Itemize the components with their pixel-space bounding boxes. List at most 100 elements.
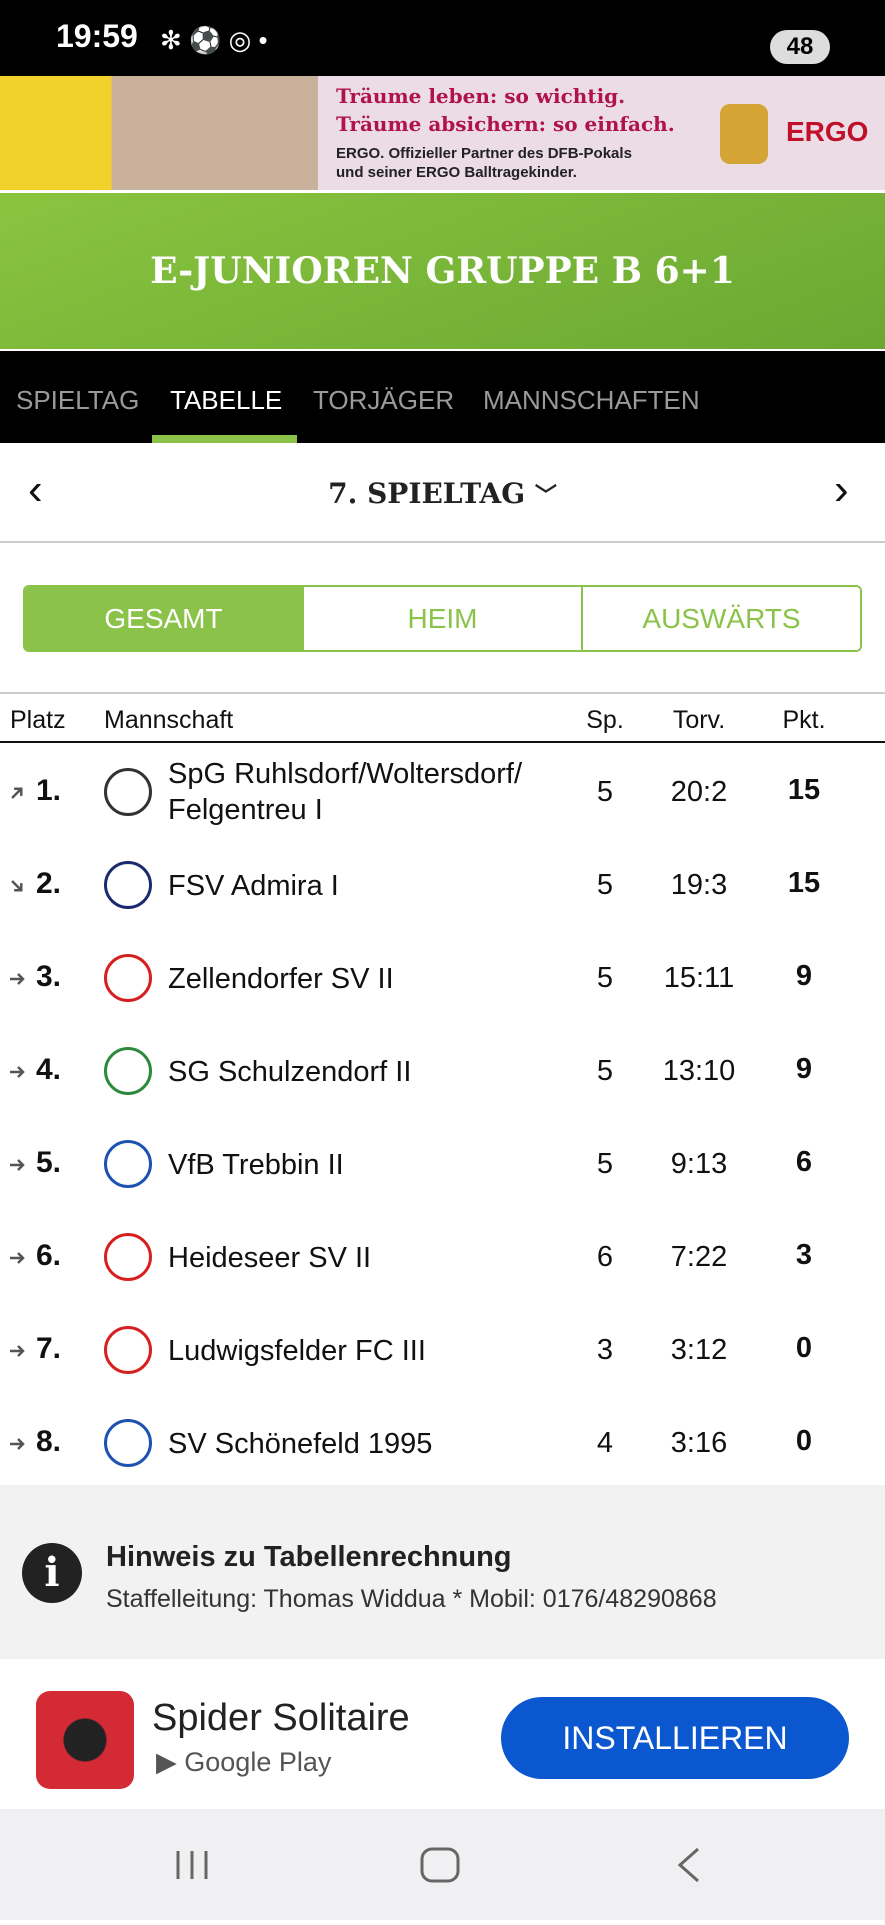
points: 9 [795, 960, 813, 992]
played: 5 [596, 1148, 614, 1180]
goals: 3:16 [670, 1427, 728, 1459]
prev-button[interactable]: ‹ [28, 465, 43, 514]
points: 6 [795, 1146, 813, 1178]
app-icon [36, 1691, 134, 1789]
trend-arrow [11, 787, 23, 799]
cup-logo [720, 104, 768, 164]
note: i Hinweis zu Tabellenrechnung Staffellei… [0, 1485, 885, 1659]
install-button[interactable]: INSTALLIEREN [501, 1697, 849, 1779]
tab-indicator [152, 435, 297, 443]
table-row[interactable]: 1. SpG Ruhlsdorf/Woltersdorf/ Felgentreu … [0, 746, 885, 839]
team-name: SG Schulzendorf II [168, 1056, 412, 1088]
table-row[interactable]: 7. Ludwigsfelder FC III 3 3:12 0 [0, 1304, 885, 1397]
rank: 1. [36, 774, 62, 807]
filter-button[interactable]: GESAMT [25, 587, 302, 650]
tab-bar: SPIELTAG TABELLE TORJÄGER MANNSCHAFTEN [0, 351, 885, 443]
goals: 20:2 [670, 776, 728, 808]
trend-arrow [10, 1252, 25, 1264]
team-name: SV Schönefeld 1995 [168, 1428, 433, 1460]
matchday-bar: ‹ 7. SPIELTAG ﹀ › [0, 443, 885, 543]
trend-arrow [11, 880, 23, 892]
rank: 8. [36, 1425, 62, 1458]
played: 5 [596, 869, 614, 901]
points: 0 [795, 1332, 813, 1364]
played: 3 [596, 1334, 614, 1366]
matchday-select[interactable]: 7. SPIELTAG ﹀ [328, 477, 557, 510]
table-row[interactable]: 5. VfB Trebbin II 5 9:13 6 [0, 1118, 885, 1211]
points: 15 [787, 774, 821, 806]
points: 9 [795, 1053, 813, 1085]
goals: 7:22 [670, 1241, 728, 1273]
ad-line: Träume absichern: so einfach. [336, 112, 675, 136]
team-name: Ludwigsfelder FC III [168, 1335, 426, 1367]
played: 4 [596, 1427, 614, 1459]
table-row[interactable]: 6. Heideseer SV II 6 7:22 3 [0, 1211, 885, 1304]
nav-bar [0, 1809, 885, 1920]
table-header: Platz Mannschaft Sp. Torv. Pkt. [0, 692, 885, 743]
team-logo [104, 1419, 152, 1467]
header: E-JUNIOREN GRUPPE B 6+1 [0, 193, 885, 349]
played: 6 [596, 1241, 614, 1273]
team-logo [104, 768, 152, 816]
table-row[interactable]: 8. SV Schönefeld 1995 4 3:16 0 [0, 1397, 885, 1490]
ad-sub: ERGO. Offizieller Partner des DFB-Pokals… [336, 144, 632, 182]
goals: 19:3 [670, 869, 728, 901]
team-name: VfB Trebbin II [168, 1149, 344, 1181]
ad-line: ERGO. Offizieller Partner des DFB-Pokals [336, 145, 632, 162]
nav-icons [176, 1847, 699, 1883]
filter-button[interactable]: HEIM [302, 587, 581, 650]
rank: 7. [36, 1332, 62, 1365]
bottom-ad[interactable]: Spider Solitaire ▶ Google Play INSTALLIE… [0, 1659, 885, 1809]
rank: 5. [36, 1146, 62, 1179]
team-logo [104, 1047, 152, 1095]
ad-brand: ERGO [786, 116, 869, 147]
goals: 9:13 [670, 1148, 728, 1180]
goals: 15:11 [663, 962, 735, 994]
column-header: Torv. [672, 706, 726, 734]
rank: 2. [36, 867, 62, 900]
played: 5 [596, 962, 614, 994]
tab[interactable]: MANNSCHAFTEN [483, 385, 700, 415]
status-icons: ✻ ⚽ ◎ • [160, 25, 268, 55]
trend-arrow [10, 1066, 25, 1078]
points: 15 [787, 867, 821, 899]
ad-image [0, 76, 318, 190]
team-name: SpG Ruhlsdorf/Woltersdorf/ Felgentreu I [168, 758, 523, 826]
store-name: ▶ Google Play [156, 1747, 332, 1777]
column-header: Pkt. [782, 706, 826, 734]
trend-arrow [10, 1345, 25, 1357]
points: 0 [795, 1425, 813, 1457]
goals: 13:10 [662, 1055, 736, 1087]
team-logo [104, 1326, 152, 1374]
points: 3 [795, 1239, 813, 1271]
app-name: Spider Solitaire [152, 1697, 410, 1739]
tab[interactable]: TORJÄGER [313, 385, 455, 415]
column-header: Mannschaft [104, 706, 234, 734]
trend-arrow [10, 973, 25, 985]
top-ad[interactable]: Träume leben: so wichtig. Träume absicher… [0, 76, 885, 190]
team-name: Zellendorfer SV II [168, 963, 394, 995]
trend-arrow [10, 1159, 25, 1171]
next-button[interactable]: › [834, 465, 849, 514]
ad-line: Träume leben: so wichtig. [336, 84, 626, 108]
column-header: Sp. [586, 706, 624, 734]
note-text: Staffelleitung: Thomas Widdua * Mobil: 0… [106, 1585, 717, 1613]
team-name: Heideseer SV II [168, 1242, 372, 1274]
team-logo [104, 954, 152, 1002]
battery: 48 [770, 30, 830, 64]
rank: 3. [36, 960, 62, 993]
table-row[interactable]: 3. Zellendorfer SV II 5 15:11 9 [0, 932, 885, 1025]
ad-headline: Träume leben: so wichtig. Träume absicher… [336, 82, 675, 138]
table-row[interactable]: 4. SG Schulzendorf II 5 13:10 9 [0, 1025, 885, 1118]
time: 19:59 [56, 18, 138, 54]
rank: 4. [36, 1053, 62, 1086]
table-row[interactable]: 2. FSV Admira I 5 19:3 15 [0, 839, 885, 932]
team-logo [104, 1233, 152, 1281]
goals: 3:12 [670, 1334, 728, 1366]
filter-group: GESAMT HEIM AUSWÄRTS [23, 585, 862, 652]
filter-button[interactable]: AUSWÄRTS [581, 587, 860, 650]
tab[interactable]: TABELLE [170, 385, 283, 415]
tab[interactable]: SPIELTAG [16, 385, 140, 415]
ad-line: und seiner ERGO Balltragekinder. [336, 164, 577, 181]
info-icon: i [22, 1543, 82, 1603]
